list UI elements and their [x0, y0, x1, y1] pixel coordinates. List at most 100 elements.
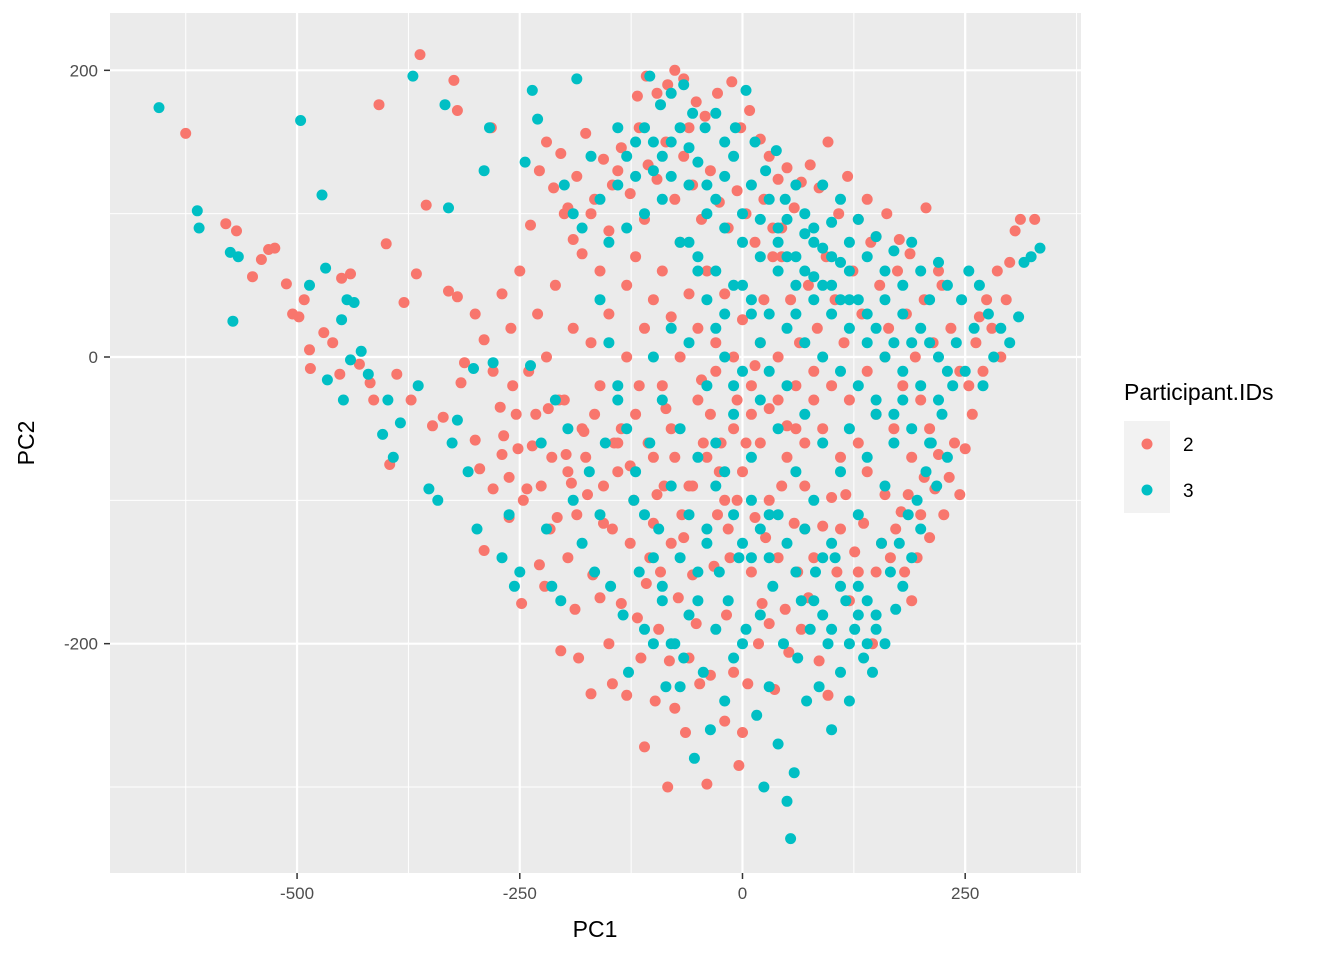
point-s3-78 — [704, 724, 716, 736]
point-s2-259 — [549, 279, 561, 291]
point-s3-248 — [861, 451, 873, 463]
point-s3-325 — [737, 537, 748, 549]
point-s3-37 — [503, 509, 515, 521]
point-s2-77 — [640, 578, 652, 589]
point-s3-199 — [728, 279, 740, 291]
point-s3-115 — [867, 666, 878, 678]
point-s3-171 — [870, 231, 882, 243]
point-s3-174 — [897, 279, 909, 291]
point-s2-282 — [754, 437, 766, 449]
point-s3-197 — [710, 265, 722, 277]
point-s2-46 — [521, 483, 533, 495]
point-s2-287 — [799, 480, 811, 492]
point-s2-253 — [496, 288, 508, 300]
point-s3-310 — [603, 337, 615, 349]
point-s2-18 — [353, 358, 365, 370]
point-s3-54 — [589, 566, 601, 578]
point-s2-1 — [220, 218, 232, 230]
point-s3-143 — [1004, 337, 1016, 349]
point-s2-318 — [749, 360, 761, 372]
point-s2-221 — [701, 265, 713, 277]
point-s2-173 — [631, 90, 643, 102]
point-s2-279 — [728, 423, 740, 435]
point-s3-163 — [799, 208, 811, 220]
point-s3-49 — [562, 423, 574, 435]
point-s2-237 — [843, 394, 855, 406]
point-s3-292 — [701, 179, 713, 191]
point-s2-179 — [683, 122, 695, 134]
point-s3-315 — [647, 552, 659, 564]
point-s3-74 — [688, 752, 700, 764]
point-s2-82 — [655, 566, 666, 578]
point-s3-20 — [387, 451, 399, 463]
point-s3-60 — [623, 666, 634, 678]
point-s3-24 — [423, 483, 435, 495]
point-s2-243 — [897, 380, 909, 392]
point-s2-254 — [505, 322, 517, 334]
point-s3-136 — [963, 265, 975, 277]
point-s3-172 — [879, 265, 891, 277]
point-s3-241 — [799, 408, 811, 420]
point-s3-339 — [861, 638, 873, 650]
point-s3-231 — [710, 480, 722, 492]
point-s3-216 — [879, 351, 891, 363]
point-s2-95 — [697, 437, 709, 449]
point-s2-171 — [1014, 213, 1026, 225]
point-s2-141 — [879, 489, 891, 501]
point-s2-233 — [808, 365, 820, 377]
point-s2-149 — [915, 509, 927, 521]
point-s3-21 — [394, 417, 406, 429]
point-s3-91 — [763, 681, 775, 693]
point-s2-222 — [710, 337, 722, 349]
point-s3-61 — [628, 494, 640, 506]
point-s2-230 — [781, 420, 793, 432]
point-s3-63 — [639, 623, 650, 635]
point-s2-20 — [368, 394, 380, 406]
point-s3-112 — [852, 580, 864, 592]
point-s3-243 — [817, 437, 829, 449]
point-s2-225 — [737, 314, 748, 326]
point-s3-328 — [763, 552, 775, 564]
point-s2-242 — [888, 423, 900, 435]
point-s3-75 — [692, 595, 704, 607]
point-s3-98 — [792, 652, 804, 664]
point-s3-58 — [612, 394, 624, 406]
point-s3-120 — [890, 603, 902, 615]
point-s3-249 — [870, 408, 882, 420]
point-s2-14 — [327, 337, 339, 349]
point-s3-119 — [884, 566, 896, 578]
point-s2-220 — [692, 322, 704, 334]
point-s2-268 — [630, 408, 642, 420]
point-s3-146 — [1025, 251, 1037, 263]
point-s3-275 — [879, 294, 891, 306]
point-s3-109 — [840, 595, 852, 607]
point-s2-56 — [562, 552, 574, 564]
point-s2-64 — [594, 592, 606, 604]
point-s2-213 — [630, 251, 642, 263]
point-s3-320 — [692, 566, 704, 578]
point-s2-183 — [726, 76, 738, 88]
point-s2-84 — [662, 781, 674, 793]
point-s3-324 — [728, 509, 740, 521]
point-s3-43 — [532, 113, 544, 125]
point-s2-266 — [612, 437, 624, 449]
point-s2-308 — [660, 403, 672, 415]
point-s3-130 — [936, 408, 948, 420]
point-s2-101 — [719, 715, 731, 727]
point-s2-108 — [742, 678, 754, 690]
point-s2-216 — [656, 265, 668, 277]
point-s3-76 — [697, 666, 709, 678]
point-s2-39 — [487, 483, 499, 495]
point-s3-9 — [320, 262, 332, 274]
point-s3-218 — [897, 365, 909, 377]
point-s2-45 — [516, 598, 528, 609]
point-s3-283 — [621, 150, 633, 162]
point-s3-167 — [835, 193, 846, 205]
y-tick-label-1: 0 — [89, 348, 98, 367]
point-s3-203 — [763, 308, 775, 320]
point-s2-145 — [899, 566, 911, 578]
point-s2-93 — [690, 618, 702, 630]
point-s3-168 — [843, 236, 855, 248]
point-s3-8 — [316, 189, 328, 201]
point-s3-25 — [432, 494, 444, 506]
